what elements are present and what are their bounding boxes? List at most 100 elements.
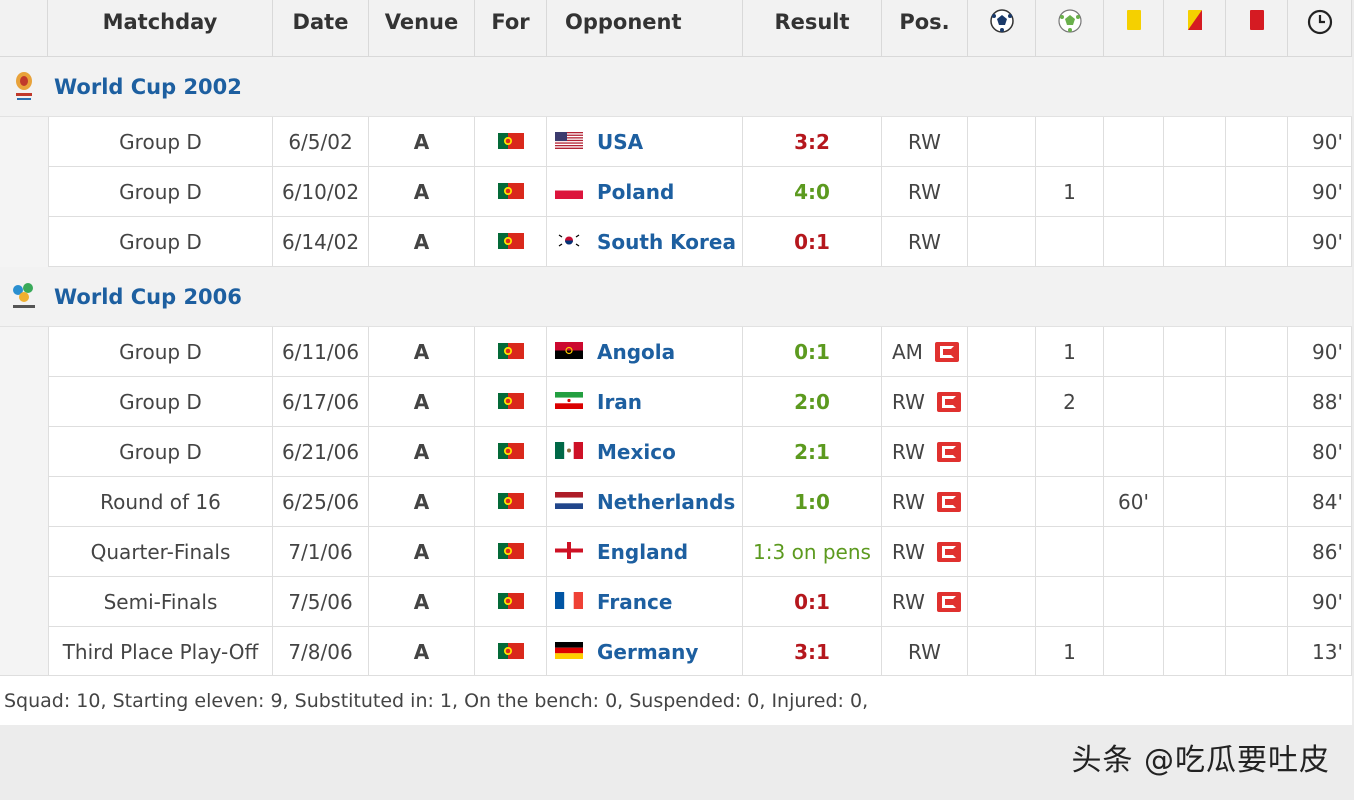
goals-icon <box>989 9 1014 33</box>
opponent-link[interactable]: USA <box>597 129 644 154</box>
portugal-flag-icon[interactable] <box>497 540 524 564</box>
captain-icon <box>936 541 961 562</box>
portugal-flag-icon[interactable] <box>497 590 524 614</box>
header-assists[interactable] <box>1036 0 1104 57</box>
result-link[interactable]: 2:0 <box>743 377 882 427</box>
for-cell[interactable] <box>475 627 547 677</box>
result-link[interactable]: 0:1 <box>743 577 882 627</box>
red-card-cell <box>1226 117 1288 167</box>
result-link[interactable]: 3:1 <box>743 627 882 677</box>
date-cell: 6/5/02 <box>273 117 369 167</box>
competition-title-link[interactable]: World Cup 2002 <box>54 74 242 99</box>
position-label: RW <box>908 129 941 154</box>
for-cell[interactable] <box>475 327 547 377</box>
header-second-yellow[interactable] <box>1164 0 1226 57</box>
assists-cell <box>1036 117 1104 167</box>
matchday-cell: Round of 16 <box>48 477 273 527</box>
for-cell[interactable] <box>475 377 547 427</box>
goals-cell <box>968 167 1036 217</box>
red-card-cell <box>1226 167 1288 217</box>
result-link[interactable]: 4:0 <box>743 167 882 217</box>
red-card-cell <box>1226 327 1288 377</box>
header-venue[interactable]: Venue <box>369 0 475 57</box>
matchday-cell: Group D <box>48 217 273 267</box>
for-cell[interactable] <box>475 527 547 577</box>
for-cell[interactable] <box>475 217 547 267</box>
portugal-flag-icon[interactable] <box>497 390 524 414</box>
header-matchday[interactable]: Matchday <box>48 0 273 57</box>
opponent-link[interactable]: Netherlands <box>597 489 736 514</box>
red-card-cell <box>1226 377 1288 427</box>
row-gutter <box>0 627 48 677</box>
header-yellow[interactable] <box>1104 0 1164 57</box>
yellow-card-cell <box>1104 117 1164 167</box>
opponent-cell[interactable]: Poland <box>547 167 743 217</box>
opponent-link[interactable]: England <box>597 539 689 564</box>
france-flag-icon <box>555 590 583 614</box>
portugal-flag-icon[interactable] <box>497 180 524 204</box>
result-link[interactable]: 2:1 <box>743 427 882 477</box>
opponent-link[interactable]: South Korea <box>597 229 736 254</box>
yellow-card-icon <box>1126 10 1141 30</box>
for-cell[interactable] <box>475 577 547 627</box>
row-gutter <box>0 377 48 427</box>
position-cell: RW <box>882 577 968 627</box>
assists-cell <box>1036 427 1104 477</box>
poland-flag-icon <box>555 180 583 204</box>
opponent-cell[interactable]: South Korea <box>547 217 743 267</box>
for-cell[interactable] <box>475 117 547 167</box>
header-date[interactable]: Date <box>273 0 369 57</box>
opponent-cell[interactable]: Mexico <box>547 427 743 477</box>
opponent-cell[interactable]: Germany <box>547 627 743 677</box>
opponent-link[interactable]: Iran <box>597 389 643 414</box>
position-label: RW <box>892 389 925 414</box>
second-yellow-cell <box>1164 477 1226 527</box>
minutes-cell: 90' <box>1288 217 1352 267</box>
header-goals[interactable] <box>968 0 1036 57</box>
portugal-flag-icon[interactable] <box>497 640 524 664</box>
opponent-link[interactable]: Germany <box>597 639 699 664</box>
opponent-link[interactable]: Poland <box>597 179 675 204</box>
position-label: AM <box>892 339 923 364</box>
assists-cell: 1 <box>1036 327 1104 377</box>
result-link[interactable]: 0:1 <box>743 217 882 267</box>
for-cell[interactable] <box>475 477 547 527</box>
goals-cell <box>968 527 1036 577</box>
for-cell[interactable] <box>475 167 547 217</box>
portugal-flag-icon[interactable] <box>497 130 524 154</box>
result-link[interactable]: 1:3 on pens <box>743 527 882 577</box>
opponent-cell[interactable]: Netherlands <box>547 477 743 527</box>
opponent-cell[interactable]: Iran <box>547 377 743 427</box>
portugal-flag-icon[interactable] <box>497 490 524 514</box>
england-flag-icon <box>555 540 583 564</box>
red-card-cell <box>1226 627 1288 677</box>
header-minutes[interactable] <box>1288 0 1352 57</box>
yellow-card-cell <box>1104 217 1164 267</box>
opponent-cell[interactable]: France <box>547 577 743 627</box>
result-link[interactable]: 3:2 <box>743 117 882 167</box>
opponent-cell[interactable]: USA <box>547 117 743 167</box>
header-for[interactable]: For <box>475 0 547 57</box>
result-link[interactable]: 0:1 <box>743 327 882 377</box>
portugal-flag-icon[interactable] <box>497 230 524 254</box>
competition-title-link[interactable]: World Cup 2006 <box>54 284 242 309</box>
second-yellow-cell <box>1164 427 1226 477</box>
opponent-cell[interactable]: England <box>547 527 743 577</box>
opponent-link[interactable]: Mexico <box>597 439 676 464</box>
opponent-cell[interactable]: Angola <box>547 327 743 377</box>
red-card-cell <box>1226 577 1288 627</box>
header-opponent[interactable]: Opponent <box>547 0 743 57</box>
portugal-flag-icon[interactable] <box>497 340 524 364</box>
competition-header: World Cup 2002 <box>0 57 1352 117</box>
goals-cell <box>968 327 1036 377</box>
opponent-link[interactable]: Angola <box>597 339 676 364</box>
header-red[interactable] <box>1226 0 1288 57</box>
for-cell[interactable] <box>475 427 547 477</box>
result-link[interactable]: 1:0 <box>743 477 882 527</box>
header-result[interactable]: Result <box>743 0 882 57</box>
usa-flag-icon <box>555 130 583 154</box>
header-pos[interactable]: Pos. <box>882 0 968 57</box>
opponent-link[interactable]: France <box>597 589 673 614</box>
portugal-flag-icon[interactable] <box>497 440 524 464</box>
competition-header: World Cup 2006 <box>0 267 1352 327</box>
